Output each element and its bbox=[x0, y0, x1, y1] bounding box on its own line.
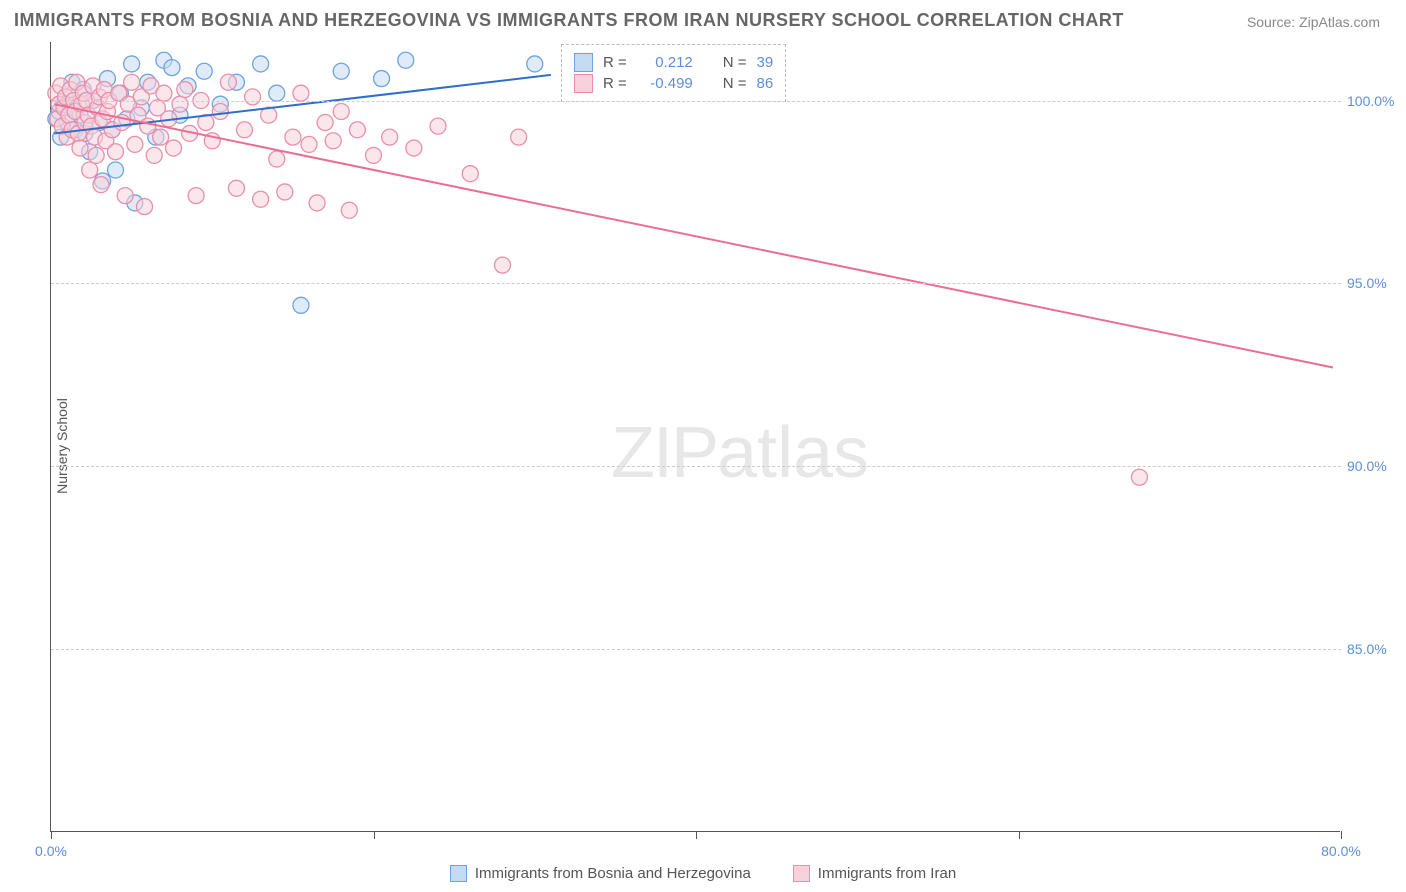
scatter-point-iran bbox=[333, 103, 349, 119]
scatter-point-iran bbox=[406, 140, 422, 156]
legend-item-iran: Immigrants from Iran bbox=[793, 865, 956, 882]
scatter-point-iran bbox=[349, 122, 365, 138]
chart-title: IMMIGRANTS FROM BOSNIA AND HERZEGOVINA V… bbox=[14, 10, 1124, 31]
stats-R-value-iran: -0.499 bbox=[637, 75, 693, 92]
y-tick-label: 100.0% bbox=[1347, 93, 1402, 109]
stats-N-value-bosnia: 39 bbox=[757, 54, 774, 71]
scatter-point-bosnia bbox=[269, 85, 285, 101]
stats-R-label: R = bbox=[603, 75, 627, 92]
scatter-point-iran bbox=[366, 147, 382, 163]
scatter-point-iran bbox=[93, 177, 109, 193]
legend-label-iran: Immigrants from Iran bbox=[818, 865, 956, 882]
scatter-point-iran bbox=[137, 199, 153, 215]
x-tick bbox=[1341, 831, 1342, 839]
scatter-point-iran bbox=[301, 136, 317, 152]
scatter-point-iran bbox=[1131, 469, 1147, 485]
scatter-point-bosnia bbox=[293, 297, 309, 313]
x-tick-label: 80.0% bbox=[1321, 843, 1361, 859]
stats-N-value-iran: 86 bbox=[757, 75, 774, 92]
scatter-point-iran bbox=[127, 136, 143, 152]
scatter-point-iran bbox=[285, 129, 301, 145]
x-tick-label: 0.0% bbox=[35, 843, 67, 859]
scatter-point-iran bbox=[462, 166, 478, 182]
scatter-point-iran bbox=[188, 188, 204, 204]
legend-swatch-iran bbox=[793, 865, 810, 882]
legend-swatch-bosnia bbox=[450, 865, 467, 882]
scatter-point-iran bbox=[293, 85, 309, 101]
stats-row-iran: R = -0.499 N = 86 bbox=[574, 74, 773, 93]
scatter-point-iran bbox=[245, 89, 261, 105]
scatter-point-iran bbox=[382, 129, 398, 145]
source-attribution: Source: ZipAtlas.com bbox=[1247, 14, 1380, 30]
stats-R-value-bosnia: 0.212 bbox=[637, 54, 693, 71]
scatter-point-iran bbox=[430, 118, 446, 134]
scatter-point-iran bbox=[228, 180, 244, 196]
gridline-h bbox=[51, 101, 1341, 102]
scatter-point-iran bbox=[341, 202, 357, 218]
scatter-point-iran bbox=[88, 147, 104, 163]
y-tick-label: 85.0% bbox=[1347, 641, 1402, 657]
gridline-h bbox=[51, 283, 1341, 284]
scatter-point-iran bbox=[140, 118, 156, 134]
scatter-point-bosnia bbox=[108, 162, 124, 178]
scatter-point-bosnia bbox=[164, 60, 180, 76]
scatter-point-iran bbox=[166, 140, 182, 156]
x-tick bbox=[696, 831, 697, 839]
scatter-point-bosnia bbox=[374, 71, 390, 87]
scatter-point-iran bbox=[177, 82, 193, 98]
stats-N-label: N = bbox=[723, 75, 747, 92]
scatter-point-iran bbox=[124, 74, 140, 90]
scatter-point-iran bbox=[146, 147, 162, 163]
scatter-point-iran bbox=[277, 184, 293, 200]
plot-svg bbox=[51, 42, 1341, 832]
scatter-point-iran bbox=[72, 140, 88, 156]
scatter-point-iran bbox=[172, 96, 188, 112]
trend-line-iran bbox=[54, 104, 1333, 367]
scatter-point-iran bbox=[253, 191, 269, 207]
scatter-point-iran bbox=[117, 188, 133, 204]
scatter-point-iran bbox=[317, 114, 333, 130]
scatter-point-bosnia bbox=[398, 52, 414, 68]
scatter-point-iran bbox=[156, 85, 172, 101]
chart-container: IMMIGRANTS FROM BOSNIA AND HERZEGOVINA V… bbox=[0, 0, 1406, 892]
scatter-point-bosnia bbox=[253, 56, 269, 72]
x-tick bbox=[374, 831, 375, 839]
stats-row-bosnia: R = 0.212 N = 39 bbox=[574, 53, 773, 72]
legend-item-bosnia: Immigrants from Bosnia and Herzegovina bbox=[450, 865, 751, 882]
stats-swatch-iran bbox=[574, 74, 593, 93]
y-tick-label: 90.0% bbox=[1347, 458, 1402, 474]
stats-N-label: N = bbox=[723, 54, 747, 71]
stats-R-label: R = bbox=[603, 54, 627, 71]
scatter-point-iran bbox=[269, 151, 285, 167]
scatter-point-iran bbox=[495, 257, 511, 273]
scatter-point-bosnia bbox=[333, 63, 349, 79]
stats-swatch-bosnia bbox=[574, 53, 593, 72]
scatter-point-iran bbox=[82, 162, 98, 178]
plot-area: ZIPatlas R =0.212N =39R =-0.499N =86 85.… bbox=[50, 42, 1340, 832]
gridline-h bbox=[51, 466, 1341, 467]
scatter-point-iran bbox=[212, 103, 228, 119]
scatter-point-bosnia bbox=[196, 63, 212, 79]
stats-legend-box: R = 0.212 N = 39 R = -0.499 N = 86 bbox=[561, 44, 786, 102]
scatter-point-iran bbox=[309, 195, 325, 211]
scatter-point-iran bbox=[511, 129, 527, 145]
x-tick bbox=[51, 831, 52, 839]
legend-bottom: Immigrants from Bosnia and Herzegovina Im… bbox=[0, 865, 1406, 882]
scatter-point-iran bbox=[108, 144, 124, 160]
scatter-point-iran bbox=[153, 129, 169, 145]
scatter-point-iran bbox=[325, 133, 341, 149]
gridline-h bbox=[51, 649, 1341, 650]
x-tick bbox=[1019, 831, 1020, 839]
scatter-point-bosnia bbox=[527, 56, 543, 72]
scatter-point-iran bbox=[237, 122, 253, 138]
scatter-point-bosnia bbox=[124, 56, 140, 72]
scatter-point-iran bbox=[220, 74, 236, 90]
legend-label-bosnia: Immigrants from Bosnia and Herzegovina bbox=[475, 865, 751, 882]
y-tick-label: 95.0% bbox=[1347, 275, 1402, 291]
